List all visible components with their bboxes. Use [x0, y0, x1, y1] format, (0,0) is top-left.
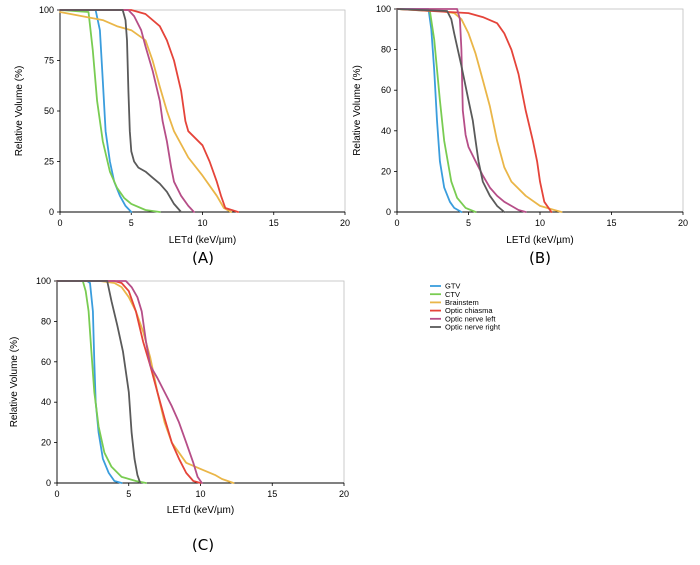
legend-label: Optic nerve right — [445, 323, 501, 332]
y-axis-label: Relative Volume (%) — [352, 65, 363, 156]
series-line-gtv — [396, 8, 463, 213]
series-line-brainstem — [56, 280, 235, 484]
y-tick-label: 80 — [41, 316, 51, 326]
legend-label: Optic nerve left — [445, 314, 496, 323]
legend-item: CTV — [430, 290, 460, 299]
legend-item: Optic nerve left — [430, 314, 496, 323]
y-tick-label: 100 — [39, 5, 54, 15]
series-line-optic-nerve-right — [56, 280, 142, 484]
series-line-optic-nerve-right — [59, 9, 182, 213]
series-line-ctv — [59, 9, 161, 213]
legend-item: Optic chiasma — [430, 306, 493, 315]
x-axis-label: LETd (keV/µm) — [169, 235, 236, 246]
x-tick-label: 0 — [57, 218, 62, 228]
panel-label: (B) — [529, 249, 551, 267]
series-line-brainstem — [59, 11, 232, 213]
x-tick-label: 5 — [126, 489, 131, 499]
legend-label: Brainstem — [445, 298, 479, 307]
series-line-optic-nerve-right — [396, 8, 506, 213]
y-tick-label: 40 — [381, 126, 391, 136]
y-tick-label: 0 — [46, 478, 51, 488]
x-tick-label: 0 — [394, 218, 399, 228]
x-tick-label: 20 — [678, 218, 688, 228]
legend-item: GTV — [430, 282, 460, 291]
chart-panel-1: 0 5 10 15 20 0 20 40 60 80 100 LETd (keV/µm) Relativ… — [352, 4, 688, 267]
plot-frame — [56, 280, 345, 484]
series-line-gtv — [59, 9, 133, 213]
y-tick-label: 20 — [41, 438, 51, 448]
x-tick-label: 20 — [339, 489, 349, 499]
series-line-optic-nerve-left — [59, 9, 195, 213]
y-axis-label: Relative Volume (%) — [14, 66, 25, 157]
x-tick-label: 10 — [535, 218, 545, 228]
series-line-brainstem — [396, 8, 563, 213]
series-line-optic-chiasma — [396, 8, 553, 213]
y-tick-label: 60 — [41, 357, 51, 367]
y-tick-label: 60 — [381, 85, 391, 95]
x-tick-label: 0 — [54, 489, 59, 499]
y-tick-label: 80 — [381, 45, 391, 55]
x-tick-label: 15 — [606, 218, 616, 228]
x-tick-label: 5 — [466, 218, 471, 228]
y-tick-label: 50 — [44, 106, 54, 116]
panel-label: (A) — [192, 249, 214, 267]
series-line-optic-chiasma — [56, 280, 202, 484]
x-tick-label: 5 — [129, 218, 134, 228]
y-tick-label: 25 — [44, 157, 54, 167]
legend-label: GTV — [445, 282, 460, 291]
panel-label: (C) — [192, 536, 214, 554]
series-line-optic-chiasma — [59, 9, 239, 213]
legend-label: CTV — [445, 290, 460, 299]
series-line-ctv — [56, 280, 147, 484]
y-tick-label: 100 — [376, 4, 391, 14]
x-tick-label: 10 — [195, 489, 205, 499]
plot-frame — [59, 9, 346, 213]
y-tick-label: 40 — [41, 397, 51, 407]
y-axis-label: Relative Volume (%) — [9, 337, 20, 428]
series-line-optic-nerve-left — [56, 280, 203, 484]
series-line-optic-nerve-left — [396, 8, 527, 213]
y-tick-label: 75 — [44, 56, 54, 66]
y-tick-label: 0 — [386, 207, 391, 217]
chart-panel-2: 0 5 10 15 20 0 20 40 60 80 100 LETd (keV/µm) Relativ… — [9, 276, 349, 554]
x-tick-label: 20 — [340, 218, 350, 228]
legend-label: Optic chiasma — [445, 306, 493, 315]
chart-panel-0: 0 5 10 15 20 0 25 50 75 100 LETd (keV/µm) Relative … — [14, 5, 350, 267]
series-line-ctv — [396, 8, 477, 213]
y-tick-label: 20 — [381, 166, 391, 176]
x-tick-label: 15 — [267, 489, 277, 499]
x-tick-label: 10 — [197, 218, 207, 228]
x-axis-label: LETd (keV/µm) — [167, 505, 234, 516]
legend-item: Brainstem — [430, 298, 479, 307]
y-tick-label: 0 — [49, 207, 54, 217]
legend-item: Optic nerve right — [430, 323, 501, 332]
x-axis-label: LETd (keV/µm) — [506, 235, 573, 246]
x-tick-label: 15 — [269, 218, 279, 228]
y-tick-label: 100 — [36, 276, 51, 286]
